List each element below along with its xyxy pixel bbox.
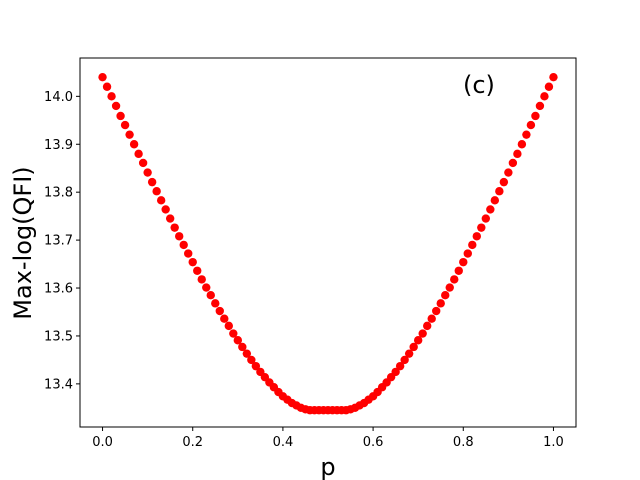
data-point [540,92,549,101]
data-point [400,355,409,365]
data-point [459,257,468,267]
data-point [129,140,139,149]
data-point [427,314,436,323]
y-tick-label: 14.0 [44,90,73,105]
data-point [143,168,152,177]
data-point [175,232,184,241]
data-point [229,329,238,338]
y-tick-label: 13.5 [44,329,73,344]
y-tick-label: 13.7 [44,234,73,249]
data-point [481,214,491,223]
x-tick-label: 0.4 [273,435,294,450]
data-point [120,120,130,130]
data-point [495,187,504,196]
data-point [463,249,472,258]
data-point [188,257,197,267]
data-point [504,168,513,177]
data-point [233,336,243,345]
x-tick-label: 1.0 [543,435,564,450]
x-axis-title: p [320,453,335,480]
data-point [238,342,247,352]
data-point [179,240,188,250]
data-point [508,158,518,168]
data-point [391,367,400,377]
data-point [413,336,423,345]
data-point [526,120,536,130]
data-point [170,223,179,232]
data-point [436,299,445,308]
data-point [450,275,459,284]
x-tick-label: 0.0 [92,435,113,450]
data-point [138,158,148,168]
data-point [404,349,414,358]
data-point [224,321,233,331]
data-point [490,196,500,205]
data-point [220,314,229,323]
data-point [517,140,527,149]
data-point [423,321,432,331]
data-point [116,111,125,121]
data-point [531,111,540,121]
data-point [161,205,170,214]
data-point [215,306,224,316]
x-tick-label: 0.6 [363,435,384,450]
panel-label: (c) [463,71,495,99]
data-point [409,342,418,352]
data-point [247,355,256,365]
data-point [418,329,427,338]
data-point [102,82,112,91]
data-points [98,72,558,415]
y-tick-label: 13.9 [44,138,73,153]
y-tick-label: 13.6 [44,282,73,297]
y-tick-label: 13.4 [44,377,73,392]
data-point [197,275,206,284]
data-point [513,149,522,159]
data-point [193,266,202,275]
data-point [211,299,220,308]
data-point [544,82,554,91]
data-point [486,205,495,214]
data-point [535,101,545,111]
data-point [107,92,116,101]
data-point [111,101,121,111]
plot-area [79,57,577,428]
x-tick-label: 0.2 [182,435,203,450]
data-point [477,223,486,232]
data-point [152,187,161,196]
data-point [147,177,157,187]
x-axis-ticks: 0.0 0.2 0.4 0.6 0.8 1.0 [92,427,564,450]
data-point [549,72,558,82]
data-point [468,240,477,250]
data-point [242,349,252,358]
y-axis-title: Max-log(QFI) [9,166,37,319]
data-point [202,283,211,292]
data-point [251,361,261,371]
x-tick-label: 0.8 [453,435,474,450]
data-point [441,291,450,300]
data-point [156,196,166,205]
y-axis-ticks: 13.4 13.5 13.6 13.7 13.8 13.9 14.0 [44,90,80,392]
data-point [432,306,441,316]
data-point [98,72,107,82]
y-tick-label: 13.8 [44,186,73,201]
data-point [445,283,454,292]
data-point [165,214,175,223]
data-point [499,177,509,187]
data-point [472,232,481,241]
data-point [206,291,215,300]
data-point [395,361,405,371]
data-point [454,266,463,275]
data-point [184,249,193,258]
data-point [134,149,143,159]
data-point [125,130,134,139]
data-point [522,130,531,139]
